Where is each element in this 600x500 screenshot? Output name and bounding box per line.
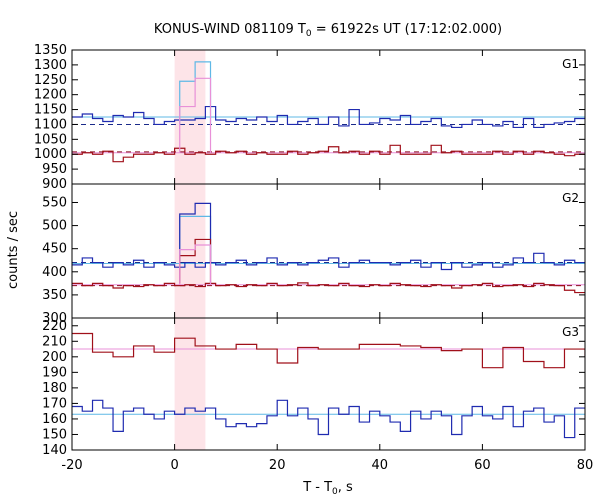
x-axis-label: T - T0, s — [302, 480, 353, 497]
y-tick-label: 950 — [42, 162, 67, 177]
y-tick-label: 160 — [42, 412, 67, 427]
svg-text:T - T0, s: T - T0, s — [302, 480, 353, 497]
y-tick-label: 500 — [42, 219, 67, 234]
y-tick-label: 220 — [42, 319, 67, 334]
title-sub: 0 — [306, 29, 312, 39]
y-tick-label: 150 — [42, 427, 67, 442]
y-tick-label: 400 — [42, 265, 67, 280]
panel-label: G1 — [562, 57, 579, 71]
y-tick-label: 550 — [42, 195, 67, 210]
series-blue — [72, 105, 585, 129]
y-tick-label: 1000 — [34, 147, 67, 162]
y-tick-label: 1250 — [34, 73, 67, 88]
y-tick-label: 900 — [42, 177, 67, 192]
y-tick-label: 140 — [42, 443, 67, 458]
series-dark-red — [72, 144, 585, 163]
panel-label: G3 — [562, 325, 579, 339]
series-blue — [72, 399, 585, 439]
xlabel-sub: 0 — [332, 487, 338, 497]
title-rest: = 61922s UT (17:12:02.000) — [312, 22, 502, 37]
chart-title: KONUS-WIND 081109 T0 = 61922s UT (17:12:… — [154, 22, 502, 39]
svg-text:KONUS-WIND 081109 T0 = 61922s: KONUS-WIND 081109 T0 = 61922s UT (17:12:… — [154, 22, 502, 39]
xlabel-main: T - T — [302, 480, 332, 495]
x-tick-label: -20 — [61, 458, 82, 473]
x-tick-label: 60 — [474, 458, 491, 473]
x-tick-label: 80 — [577, 458, 594, 473]
series-pink-peak — [179, 77, 212, 153]
y-axis-label: counts / sec — [6, 211, 21, 289]
series-blue-peak — [179, 202, 212, 263]
xlabel-rest: , s — [338, 480, 353, 495]
y-tick-label: 1150 — [34, 103, 67, 118]
series-blue — [72, 252, 585, 271]
series-pink-peak — [179, 244, 212, 285]
y-tick-label: 1100 — [34, 117, 67, 132]
y-tick-label: 1050 — [34, 132, 67, 147]
panel-g1-series — [72, 61, 585, 163]
series-light-blue-peak — [179, 61, 212, 125]
panel-g2: 300 350 400 450 500 550 G2 — [42, 183, 586, 326]
x-tick-label: 20 — [269, 458, 286, 473]
title-main: KONUS-WIND 081109 T — [154, 22, 306, 37]
y-tick-label: 1200 — [34, 88, 67, 103]
panel-g2-series — [72, 202, 585, 294]
y-tick-label: 350 — [42, 288, 67, 303]
panel-frame — [71, 183, 586, 319]
y-axis-label-text: counts / sec — [6, 211, 21, 289]
panel-frame — [71, 317, 586, 451]
series-dark-red — [72, 282, 585, 294]
x-tick-label: 40 — [372, 458, 389, 473]
y-tick-label: 180 — [42, 381, 67, 396]
y-tick-label: 450 — [42, 242, 67, 257]
y-tick-label: 190 — [42, 365, 67, 380]
y-tick-label: 170 — [42, 396, 67, 411]
y-tick-label: 210 — [42, 334, 67, 349]
x-tick-label: 0 — [170, 458, 178, 473]
y-tick-label: 300 — [42, 311, 67, 326]
panel-label: G2 — [562, 191, 579, 205]
series-dark-red — [72, 332, 585, 369]
panel-g3-series — [72, 332, 585, 439]
y-tick-label: 1350 — [34, 43, 67, 58]
y-tick-label: 200 — [42, 350, 67, 365]
y-tick-label: 1300 — [34, 58, 67, 73]
